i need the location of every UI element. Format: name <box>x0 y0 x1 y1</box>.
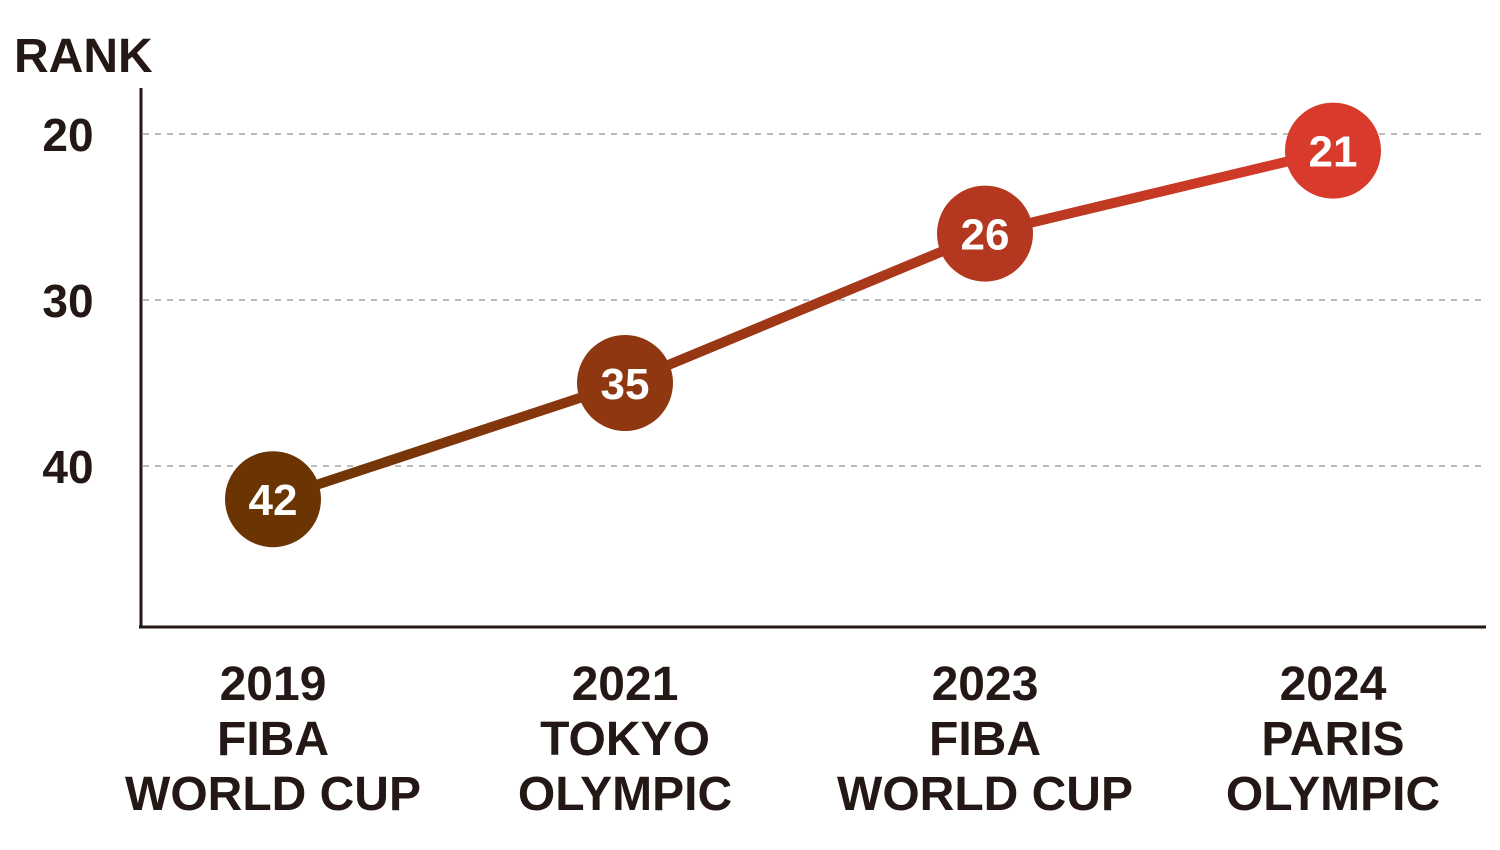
y-axis-title: RANK <box>14 30 153 83</box>
y-tick-labels: 20 30 40 <box>42 109 93 493</box>
data-point-21 <box>1285 102 1381 199</box>
data-label-42: 42 <box>249 476 298 525</box>
x-label-2-line-1: FIBA <box>929 713 1041 766</box>
x-label-2-line-0: 2023 <box>932 658 1039 711</box>
data-label-26: 26 <box>961 211 1010 260</box>
rank-line <box>271 145 1335 504</box>
series-line <box>271 145 1335 504</box>
x-label-0-line-2: WORLD CUP <box>125 768 421 821</box>
y-tick-label-40: 40 <box>42 441 93 493</box>
data-point-26 <box>937 185 1033 282</box>
x-label-3-line-0: 2024 <box>1280 658 1387 711</box>
y-tick-label-20: 20 <box>42 109 93 161</box>
x-label-3-line-1: PARIS <box>1261 713 1404 766</box>
x-label-0-line-1: FIBA <box>217 713 329 766</box>
data-point-42 <box>225 451 321 548</box>
data-label-21: 21 <box>1309 128 1358 177</box>
data-points: 42 35 26 21 <box>225 102 1381 548</box>
x-label-2-line-2: WORLD CUP <box>837 768 1133 821</box>
x-label-1-line-2: OLYMPIC <box>518 768 732 821</box>
x-label-1-line-0: 2021 <box>572 658 679 711</box>
gridlines <box>143 133 1486 467</box>
y-tick-label-30: 30 <box>42 275 93 327</box>
x-label-1-line-1: TOKYO <box>540 713 710 766</box>
x-label-3-line-2: OLYMPIC <box>1226 768 1440 821</box>
data-label-35: 35 <box>601 360 650 409</box>
x-label-0-line-0: 2019 <box>220 658 327 711</box>
data-point-35 <box>577 335 673 431</box>
